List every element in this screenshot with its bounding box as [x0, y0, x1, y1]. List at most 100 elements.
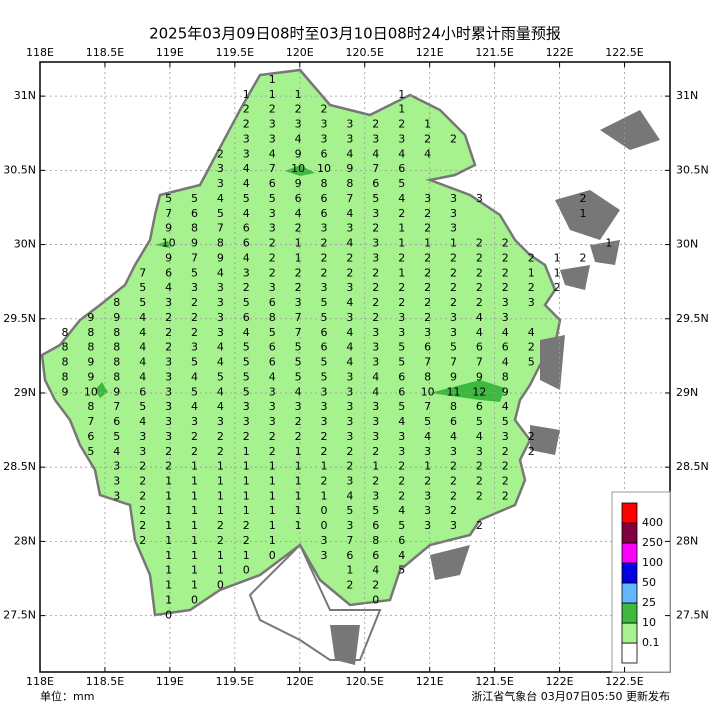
rain-value: 0: [321, 519, 328, 532]
rain-value: 3: [321, 118, 328, 131]
rain-value: 1: [295, 504, 302, 517]
rain-value: 1: [217, 489, 224, 502]
rain-value: 7: [165, 207, 172, 220]
rain-value: 6: [269, 341, 276, 354]
rain-value: 8: [113, 326, 120, 339]
rain-value: 3: [450, 445, 457, 458]
rain-value: 6: [372, 549, 379, 562]
rain-value: 1: [398, 266, 405, 279]
rain-value: 4: [346, 341, 353, 354]
rain-value: 3: [321, 132, 328, 145]
rain-value: 1: [269, 73, 276, 86]
rain-value: 2: [269, 445, 276, 458]
rain-value: 2: [450, 296, 457, 309]
y-tick-label: 31N: [676, 89, 698, 102]
rain-value: 6: [476, 400, 483, 413]
rain-value: 4: [424, 147, 431, 160]
rain-value: 2: [165, 311, 172, 324]
rain-value: 3: [191, 281, 198, 294]
rain-value: 5: [450, 341, 457, 354]
rain-value: 2: [372, 445, 379, 458]
rain-value: 2: [528, 430, 535, 443]
rain-value: 3: [372, 207, 379, 220]
rain-value: 6: [502, 341, 509, 354]
rain-value: 5: [476, 415, 483, 428]
rain-value: 5: [424, 415, 431, 428]
rain-value: 5: [398, 356, 405, 369]
rain-value: 4: [191, 400, 198, 413]
rain-value: 2: [139, 474, 146, 487]
legend: 0.1 10 25 50 100 250 400: [611, 491, 671, 673]
rain-value: 6: [269, 177, 276, 190]
rain-value: 9: [113, 311, 120, 324]
rain-value: 2: [372, 266, 379, 279]
rain-value: 3: [398, 311, 405, 324]
rain-value: 2: [476, 281, 483, 294]
rain-value: 6: [321, 207, 328, 220]
rain-value: 9: [87, 356, 94, 369]
rain-value: 2: [321, 430, 328, 443]
rain-value: 4: [372, 147, 379, 160]
rain-value: 2: [476, 266, 483, 279]
rain-value: 4: [139, 356, 146, 369]
rain-value: 2: [424, 311, 431, 324]
rain-value: 3: [269, 222, 276, 235]
rain-value: 3: [346, 370, 353, 383]
rain-value: 1: [191, 549, 198, 562]
rain-value: 2: [269, 266, 276, 279]
rain-value: 4: [346, 489, 353, 502]
rain-value: 2: [450, 251, 457, 264]
rain-value: 5: [269, 326, 276, 339]
rain-value: 6: [113, 415, 120, 428]
rain-value: 4: [476, 430, 483, 443]
rain-value: 8: [346, 177, 353, 190]
rain-value: 3: [346, 385, 353, 398]
rain-value: 2: [295, 430, 302, 443]
rain-value: 3: [217, 415, 224, 428]
value-labels: 11 1 1 12 2 2 2 12 3 3 3 3 2 2 13 3 4 3 3 3 3 2 22 3 4 9 6 4 4 4 43 4 7 1…: [62, 73, 613, 621]
rain-value: 2: [243, 103, 250, 116]
rain-value: 6: [372, 519, 379, 532]
rain-value: 4: [372, 370, 379, 383]
rain-value: 9: [165, 222, 172, 235]
rain-value: 1: [191, 460, 198, 473]
rain-value: 8: [269, 311, 276, 324]
rain-value: 1: [269, 519, 276, 532]
rain-value: 3: [165, 430, 172, 443]
rain-value: 3: [217, 326, 224, 339]
rain-value: 2: [372, 579, 379, 592]
map-title: 2025年03月09日08时至03月10日08时24小时累计雨量预报: [149, 25, 561, 43]
rain-value: 2: [528, 281, 535, 294]
legend-label: 0.1: [642, 636, 660, 649]
rain-value: 2: [580, 251, 587, 264]
rain-value: 6: [372, 177, 379, 190]
rain-value: 7: [87, 415, 94, 428]
rain-value: 2: [424, 251, 431, 264]
rain-value: 2: [139, 489, 146, 502]
rain-value: 5: [165, 192, 172, 205]
rain-value: 5: [398, 564, 405, 577]
rain-value: 3: [217, 162, 224, 175]
rain-value: 2: [321, 474, 328, 487]
rain-value: 3: [346, 519, 353, 532]
rain-value: 6: [398, 534, 405, 547]
y-tick-label: 29N: [14, 386, 36, 399]
rain-value: 6: [321, 147, 328, 160]
rain-value: 2: [295, 222, 302, 235]
rain-value: 3: [321, 549, 328, 562]
rain-value: 3: [243, 400, 250, 413]
rain-value: 1: [243, 504, 250, 517]
rain-value: 2: [476, 296, 483, 309]
rain-value: 2: [424, 207, 431, 220]
x-tick-label: 119.5E: [216, 675, 254, 688]
rain-value: 2: [502, 251, 509, 264]
rain-value: 1: [398, 222, 405, 235]
rain-value: 1: [165, 564, 172, 577]
rain-value: 3: [372, 132, 379, 145]
rain-value: 2: [243, 534, 250, 547]
rain-value: 6: [321, 192, 328, 205]
legend-label: 250: [642, 536, 663, 549]
rain-value: 2: [217, 147, 224, 160]
rain-value: 7: [372, 162, 379, 175]
rain-value: 1: [295, 445, 302, 458]
